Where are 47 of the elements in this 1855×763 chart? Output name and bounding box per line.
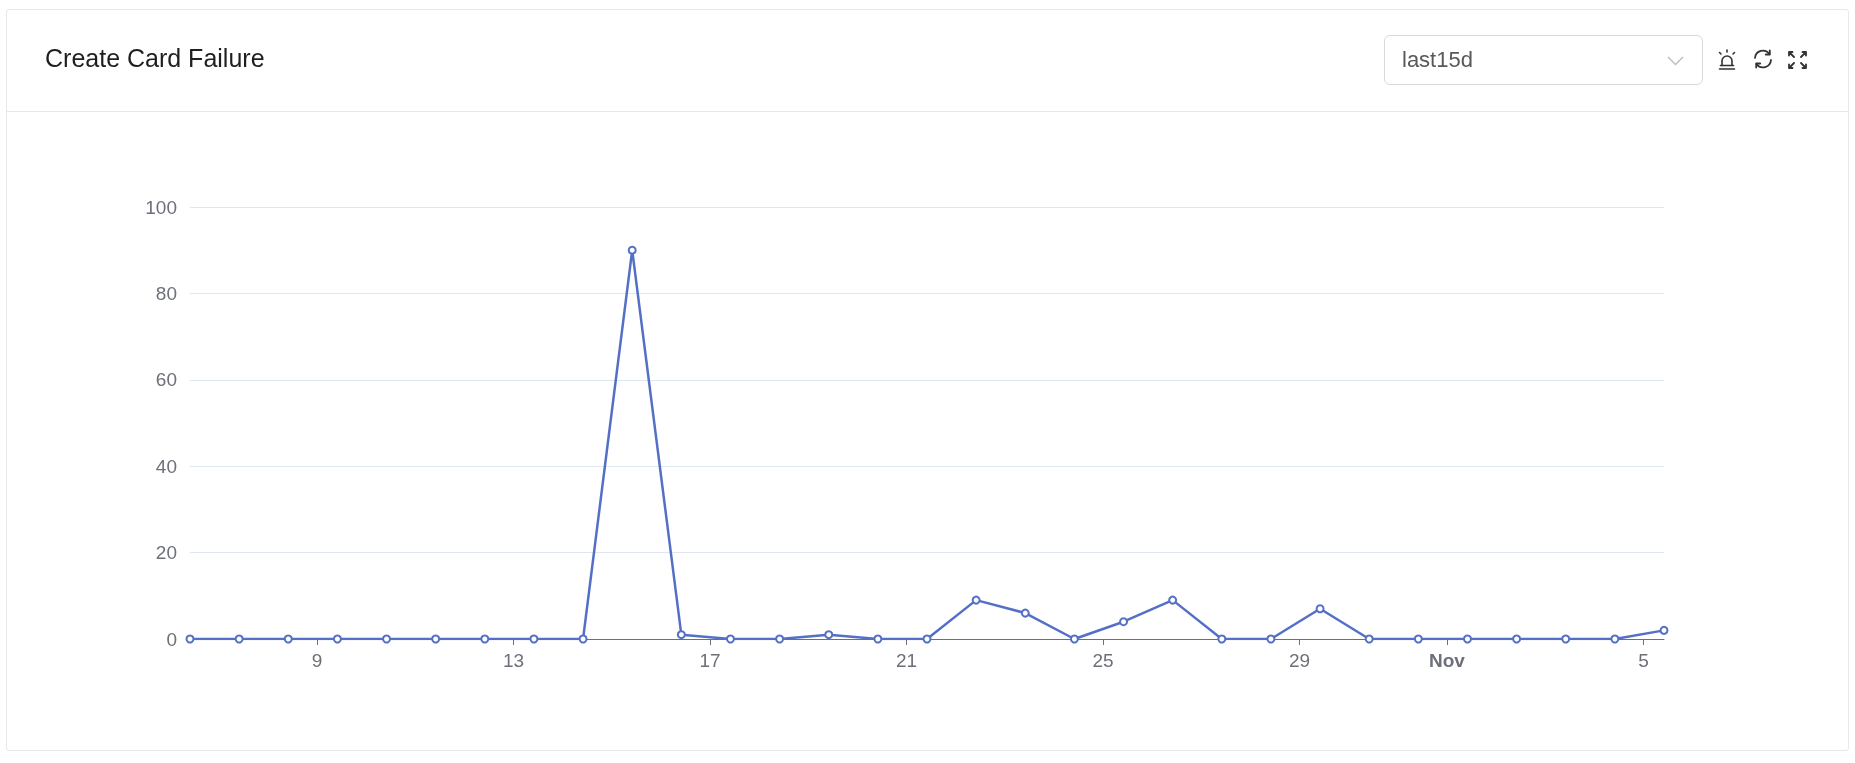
point (185, 634, 195, 644)
point (873, 634, 883, 644)
point (627, 245, 637, 255)
point (1168, 595, 1178, 605)
point (234, 634, 244, 644)
point (824, 630, 834, 640)
chart-title: Create Card Failure (45, 43, 265, 72)
point (578, 634, 588, 644)
point (332, 634, 342, 644)
point (529, 634, 539, 644)
y-tick-label: 40 (155, 455, 177, 477)
point (1413, 634, 1423, 644)
point (1069, 634, 1079, 644)
x-tick-label: Nov (1429, 650, 1466, 671)
point (725, 634, 735, 644)
point (1364, 634, 1374, 644)
point (480, 634, 490, 644)
x-tick-label: 5 (1638, 650, 1649, 671)
point (1266, 634, 1276, 644)
point (775, 634, 785, 644)
point (922, 634, 932, 644)
y-tick-label: 20 (155, 542, 177, 564)
point (382, 634, 392, 644)
point (971, 595, 981, 605)
select-field: last15d (1384, 35, 1703, 85)
y-tick-label: 100 (145, 196, 177, 218)
point (1659, 625, 1669, 635)
point (1561, 634, 1571, 644)
x-tick-label: 29 (1289, 650, 1311, 671)
x-tick-label: 25 (1092, 650, 1114, 671)
point (431, 634, 441, 644)
x-tick-label: 21 (895, 650, 918, 671)
point (1217, 634, 1227, 644)
y-tick-label: 60 (155, 369, 177, 391)
point (1119, 617, 1129, 627)
point (1462, 634, 1472, 644)
point (1020, 608, 1030, 618)
point (1315, 604, 1325, 614)
x-tick-label: 17 (699, 650, 721, 671)
y-tick-label: 0 (166, 628, 177, 650)
point (1610, 634, 1620, 644)
point (283, 634, 293, 644)
x-tick-label: 13 (502, 650, 525, 671)
point (676, 630, 686, 640)
y-tick-label: 80 (155, 282, 177, 304)
x-tick-label: 9 (311, 650, 323, 671)
point (1512, 634, 1522, 644)
